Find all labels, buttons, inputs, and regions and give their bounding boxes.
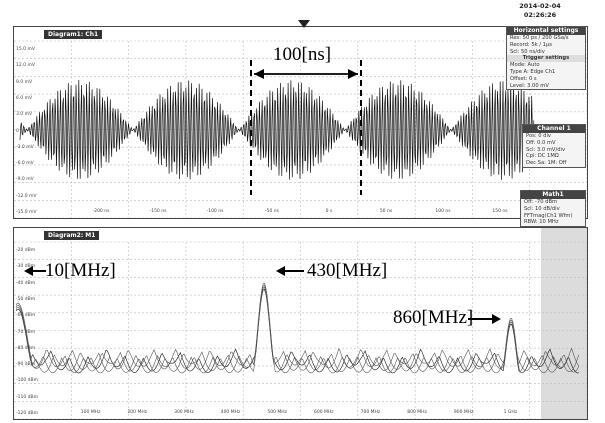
- spectrum-trace: [15, 282, 580, 374]
- channel1-row: Pos: 0 div: [526, 133, 551, 139]
- x-tick-label: -100 ns: [206, 209, 224, 214]
- trigger-settings-title: Trigger settings: [507, 55, 585, 63]
- timestamp: 2014-02-04 02:26:26: [505, 2, 575, 20]
- diagram2-plot[interactable]: [14, 228, 587, 419]
- waveform-trace: [19, 79, 535, 180]
- horizontal-settings-panel[interactable]: Horizontal settings Res: 50 ps / 200 GSa…: [506, 26, 586, 91]
- channel1-row: Off: 0.0 mV: [526, 139, 556, 146]
- y-tick-label: -12.0 mV: [16, 193, 37, 199]
- math-row: Off: -70 dBm: [524, 199, 558, 205]
- trigger-row: Mode: Auto: [510, 62, 540, 69]
- trigger-row: Level: 3.00 mV: [510, 82, 549, 89]
- y-tick-label: 12.0 mV: [16, 63, 35, 69]
- y-tick-label: 0: [16, 128, 19, 134]
- period-label: 100[ns]: [273, 44, 332, 65]
- x-tick-label: 600 MHz: [313, 410, 334, 415]
- peak3-arrow-icon: [468, 314, 501, 324]
- out-of-band-region: [541, 228, 587, 419]
- y-tick-label: -100 dBm: [16, 378, 38, 384]
- y-tick-label: -6.0 mV: [16, 161, 34, 167]
- diagram1-title[interactable]: Diagram1: Ch1: [44, 30, 103, 39]
- y-tick-label: -50 dBm: [16, 296, 36, 302]
- x-tick-label: 100 ns: [435, 209, 451, 214]
- horizontal-row: Record: 5k / 1µs: [510, 41, 552, 48]
- peak1-label: 10[MHz]: [45, 260, 116, 281]
- peak2-arrow-icon: [276, 266, 304, 276]
- x-tick-label: -200 ns: [92, 209, 110, 214]
- math-row: RBW: 10 MHz: [524, 219, 559, 226]
- peak3-label: 860[MHz]: [393, 307, 474, 328]
- x-tick-label: 300 MHz: [174, 410, 194, 415]
- y-tick-label: -90 dBm: [16, 362, 36, 368]
- x-tick-label: 100 MHz: [80, 410, 101, 415]
- channel1-row: Dec Sa: 1M: Off: [526, 160, 567, 167]
- channel1-title: Channel 1: [523, 125, 585, 133]
- x-tick-label: 150 ns: [492, 209, 508, 214]
- horizontal-settings-title: Horizontal settings: [507, 27, 585, 35]
- math-row: Scl: 10 dB/div: [524, 205, 560, 212]
- horizontal-row: Scl: 50 ns/div: [510, 48, 545, 55]
- channel1-row: Scl: 3.0 mV/div: [526, 146, 566, 153]
- y-tick-label: -9.0 mV: [16, 177, 34, 183]
- x-tick-label: 900 MHz: [453, 410, 474, 415]
- x-tick-label: 1 GHz: [503, 410, 518, 415]
- channel1-panel[interactable]: Channel 1 Pos: 0 div Off: 0.0 mV Scl: 3.…: [522, 124, 586, 168]
- y-tick-label: -3.0 mV: [16, 144, 34, 150]
- y-tick-label: -20 dBm: [16, 248, 36, 253]
- y-tick-label: 6.0 mV: [16, 95, 33, 101]
- horizontal-row: Res: 50 ps / 200 GSa/s: [510, 35, 569, 41]
- x-tick-label: 800 MHz: [407, 410, 427, 415]
- peak2-label: 430[MHz]: [307, 260, 388, 281]
- x-tick-label: 0 s: [325, 209, 333, 214]
- spectrum-trace: [15, 284, 580, 374]
- x-tick-label: -150 ns: [149, 209, 167, 214]
- diagram1-panel[interactable]: Diagram1: Ch1 15.0 mV 12.0 mV 9.0 mV 6.0 mV…: [13, 26, 588, 219]
- trigger-marker-icon[interactable]: [298, 20, 310, 29]
- math-panel[interactable]: Math1 Off: -70 dBm Scl: 10 dB/div FFTmag…: [520, 190, 586, 228]
- timestamp-time: 02:26:26: [523, 11, 557, 19]
- x-tick-label: 400 MHz: [220, 410, 241, 415]
- timestamp-date: 2014-02-04: [519, 2, 561, 10]
- x-tick-label: 50 ns: [379, 209, 393, 214]
- trigger-row: Offset: 0 s: [510, 75, 537, 82]
- math-row: FFTmag(Ch1 Wfm): [524, 212, 573, 219]
- y-tick-label: -70 dBm: [16, 329, 36, 335]
- y-tick-label: -40 dBm: [16, 280, 36, 286]
- period-markers: [250, 60, 362, 195]
- y-tick-label: -80 dBm: [16, 345, 36, 351]
- x-tick-label: 200 MHz: [127, 410, 148, 415]
- y-tick-label: -60 dBm: [16, 313, 36, 319]
- x-tick-label: 500 MHz: [267, 410, 287, 415]
- diagram2-title[interactable]: Diagram2: M1: [44, 231, 100, 240]
- y-tick-label: -30 dBm: [16, 264, 36, 270]
- y-tick-label: 9.0 mV: [16, 79, 33, 85]
- channel1-row: Cpl: DC 1MΩ: [526, 153, 559, 160]
- trigger-row: Type A: Edge Ch1: [510, 68, 556, 75]
- y-tick-label: -110 dBm: [16, 394, 38, 400]
- diagram1-plot[interactable]: [14, 27, 587, 218]
- y-tick-label: 3.0 mV: [16, 112, 33, 118]
- peak1-arrow-icon: [24, 266, 46, 276]
- x-tick-label: -50 ns: [265, 209, 279, 214]
- y-tick-label: -120 dBm: [16, 411, 38, 416]
- y-tick-label: -15.0 mV: [16, 210, 37, 215]
- y-tick-label: 15.0 mV: [16, 47, 35, 52]
- math-title: Math1: [521, 191, 585, 199]
- x-tick-label: 700 MHz: [360, 410, 381, 415]
